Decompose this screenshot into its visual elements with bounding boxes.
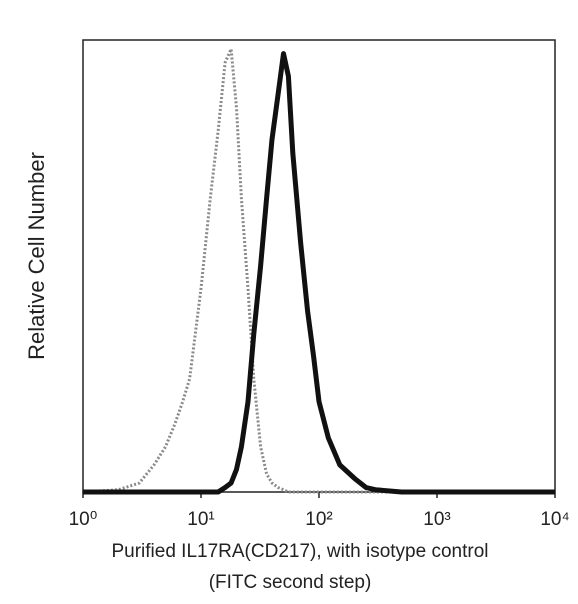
histogram-line <box>82 47 555 494</box>
plot-frame <box>82 39 556 493</box>
x-axis-label: (FITC second step) <box>209 572 372 593</box>
histogram-line <box>83 51 555 495</box>
x-tick-label: 10² <box>305 509 332 530</box>
x-tick-label: 10¹ <box>187 509 214 530</box>
x-tick-label: 10⁰ <box>69 509 98 530</box>
x-tick-label: 10⁴ <box>540 509 569 530</box>
x-axis-label: Purified IL17RA(CD217), with isotype con… <box>111 541 488 562</box>
x-tick-label: 10³ <box>423 509 450 530</box>
y-axis-label: Relative Cell Number <box>24 152 49 360</box>
